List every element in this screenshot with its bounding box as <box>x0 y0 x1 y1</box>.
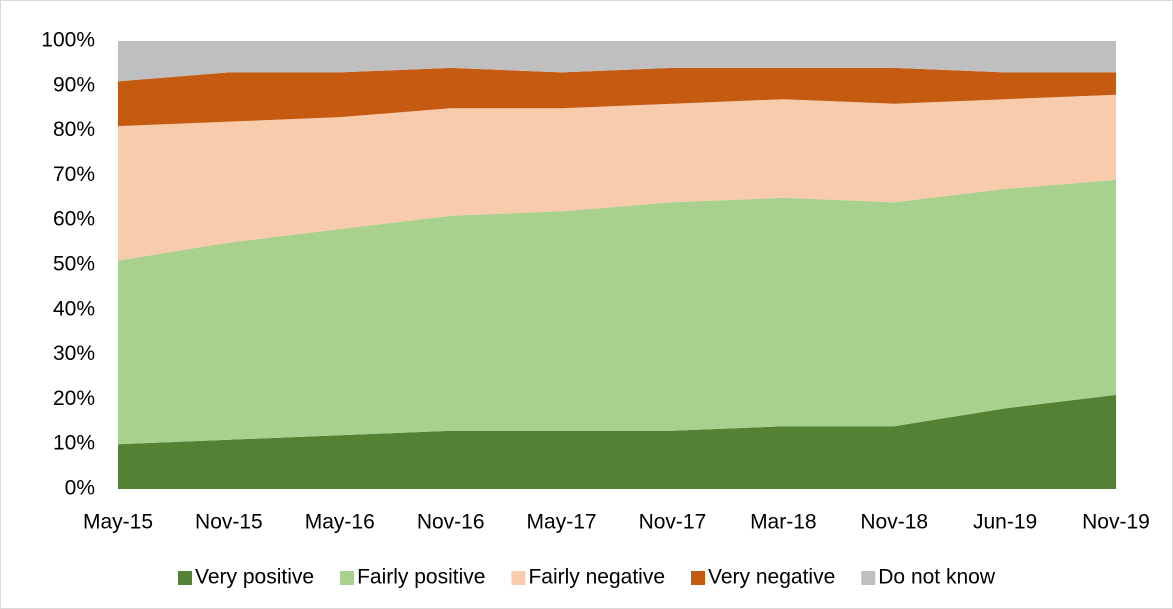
legend-label: Do not know <box>878 566 996 589</box>
x-tick-label: Jun-19 <box>973 511 1037 534</box>
y-tick-label: 30% <box>53 342 95 365</box>
x-tick-label: Mar-18 <box>750 511 817 534</box>
y-tick-label: 60% <box>53 208 95 231</box>
legend-label: Very negative <box>708 566 835 589</box>
y-tick-label: 100% <box>41 29 95 52</box>
legend-swatch <box>691 571 705 585</box>
x-tick-label: May-17 <box>527 511 597 534</box>
legend-label: Fairly negative <box>528 566 665 589</box>
x-tick-label: Nov-19 <box>1082 511 1150 534</box>
x-tick-label: Nov-17 <box>639 511 707 534</box>
area <box>118 94 1116 261</box>
x-tick-label: Nov-16 <box>417 511 485 534</box>
legend-label: Very positive <box>195 566 314 589</box>
legend-swatch <box>340 571 355 585</box>
area <box>118 41 1116 82</box>
x-tick-label: Nov-15 <box>195 511 263 534</box>
x-tick-label: Nov-18 <box>860 511 928 534</box>
y-tick-label: 90% <box>53 73 95 96</box>
x-tick-label: May-16 <box>305 511 375 534</box>
y-tick-label: 70% <box>53 163 95 186</box>
area <box>118 179 1116 445</box>
y-tick-label: 10% <box>53 432 95 455</box>
area <box>118 394 1116 489</box>
legend-swatch <box>861 571 876 585</box>
legend-label: Fairly positive <box>357 566 485 589</box>
y-tick-label: 0% <box>65 477 95 500</box>
area <box>118 67 1116 127</box>
legend-swatch <box>511 571 526 585</box>
legend-swatch <box>178 571 192 585</box>
y-tick-label: 40% <box>53 297 95 320</box>
y-tick-label: 20% <box>53 387 95 410</box>
y-tick-label: 50% <box>53 253 95 276</box>
legend: Very positive Fairly positive Fairly negat… <box>178 566 996 589</box>
x-tick-label: May-15 <box>83 511 153 534</box>
y-tick-label: 80% <box>53 118 95 141</box>
